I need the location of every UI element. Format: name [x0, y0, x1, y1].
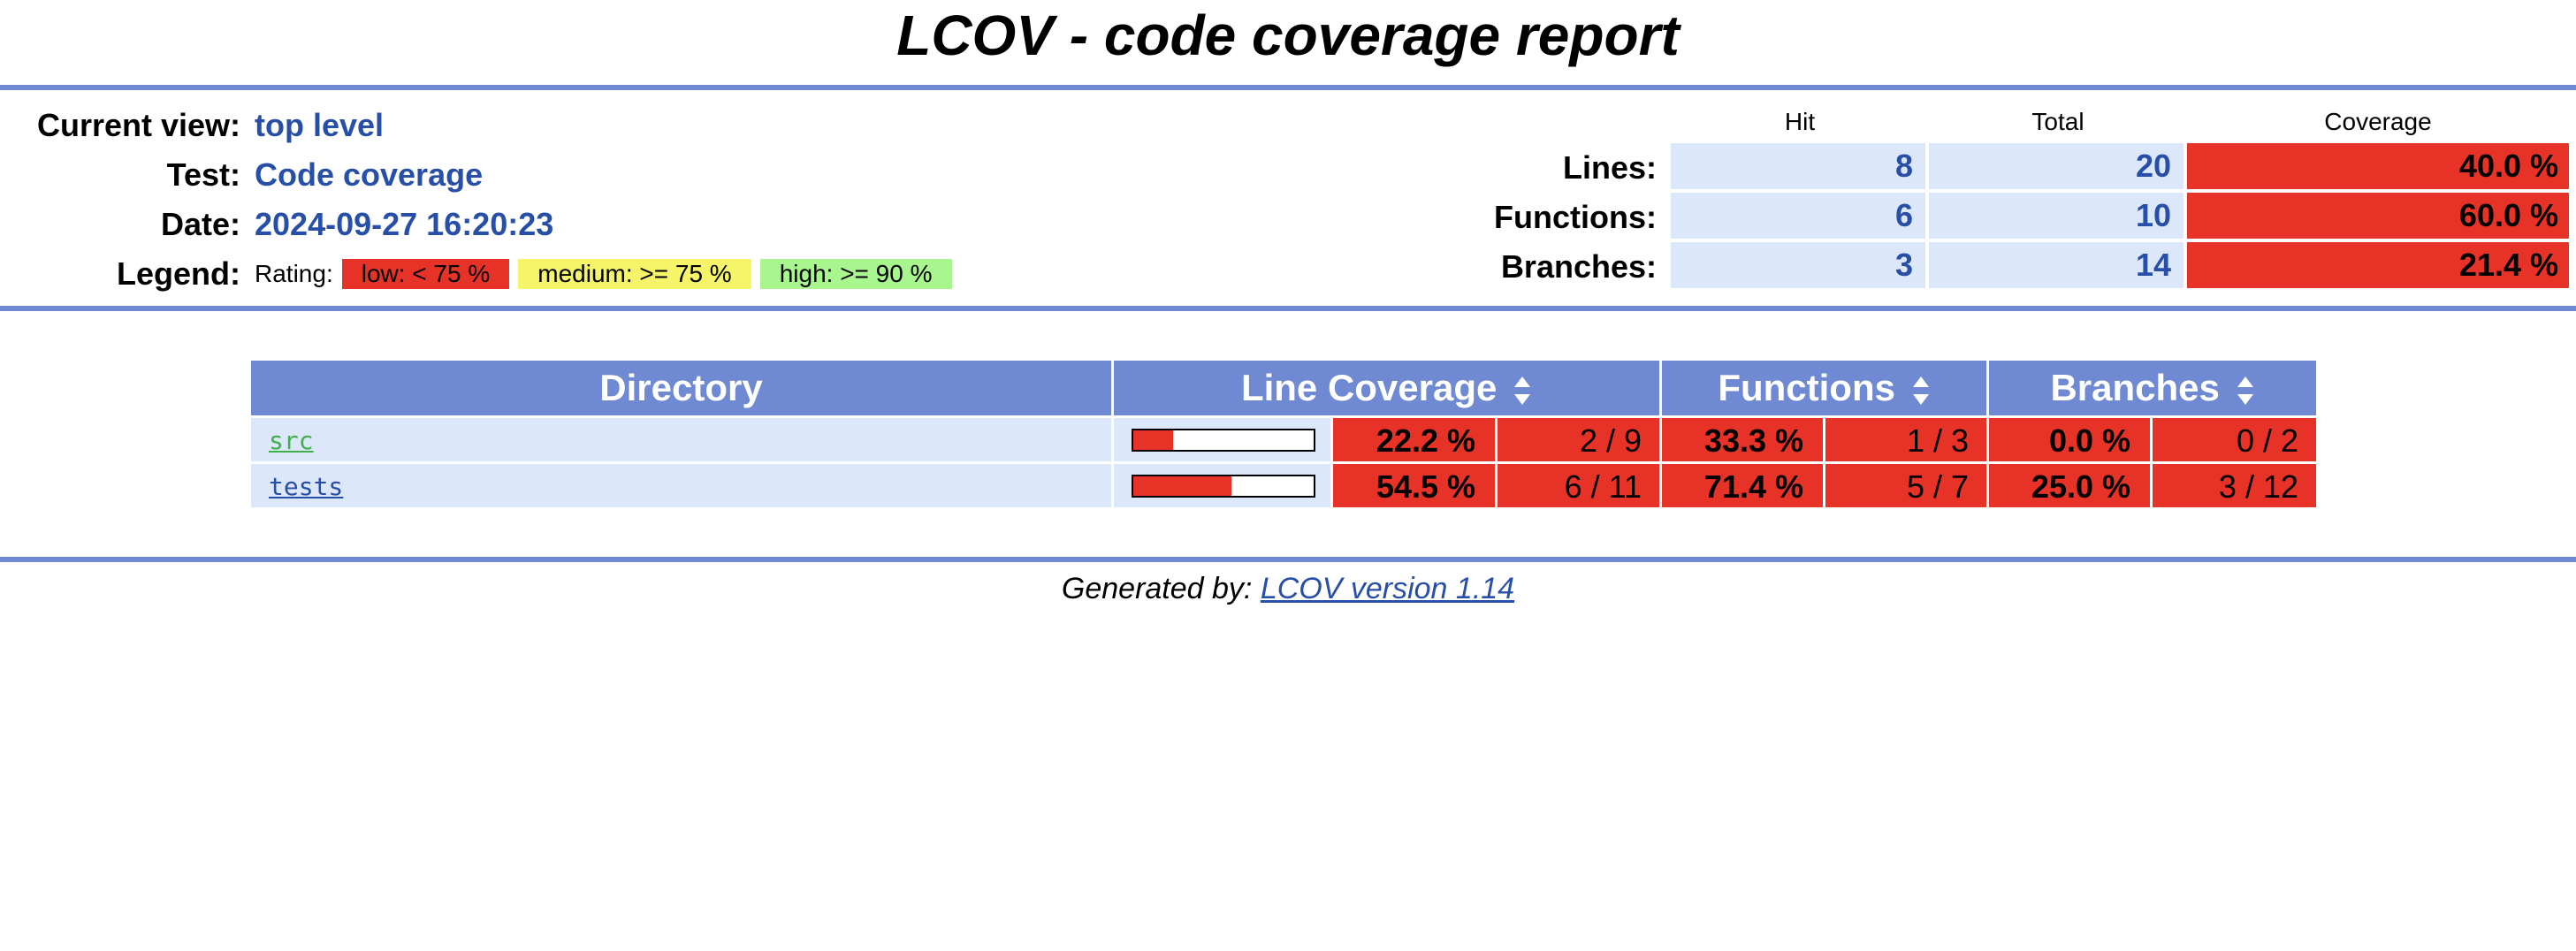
functions-count: 5 / 7: [1825, 461, 1989, 507]
summary-hit: 6: [1671, 193, 1925, 239]
column-header-branches[interactable]: Branches: [1989, 361, 2316, 415]
coverage-bar: [1132, 474, 1315, 498]
summary-header-coverage: Coverage: [2324, 108, 2432, 135]
current-view-value: top level: [255, 107, 385, 143]
info-test: Test: Code coverage: [0, 150, 961, 200]
branches-count: 3 / 12: [2153, 461, 2316, 507]
directory-link-tests[interactable]: tests: [269, 472, 344, 501]
branches-percent: 0.0 %: [1989, 415, 2153, 461]
directory-header-label: Directory: [599, 367, 763, 408]
column-header-directory: Directory: [251, 361, 1114, 415]
sort-icon[interactable]: [2236, 375, 2255, 407]
summary-coverage: 21.4 %: [2187, 242, 2569, 288]
coverage-bar-fill: [1133, 476, 1232, 496]
footer-prefix: Generated by:: [1061, 572, 1253, 605]
directory-cell: tests: [251, 461, 1114, 507]
line-coverage-percent: 22.2 %: [1333, 415, 1498, 461]
legend-high-badge: high: >= 90 %: [759, 259, 952, 289]
coverage-bar-cell: [1114, 415, 1333, 461]
top-divider: [0, 85, 2576, 90]
directory-table: Directory Line Coverage Functions Branch…: [251, 361, 2316, 507]
table-row: src 22.2 % 2 / 9 33.3 % 1 / 3 0.0 % 0 / …: [251, 415, 2316, 461]
test-label: Test:: [166, 156, 240, 193]
summary-label: Functions:: [1494, 199, 1657, 235]
summary-header-hit: Hit: [1784, 108, 1816, 135]
header-section: Current view: top level Test: Code cover…: [0, 90, 2576, 306]
line-coverage-count: 2 / 9: [1498, 415, 1662, 461]
summary-total: 20: [1929, 143, 2184, 189]
summary-header-row: Hit Total Coverage: [1344, 101, 2569, 143]
branches-percent: 25.0 %: [1989, 461, 2153, 507]
coverage-bar-fill: [1133, 430, 1174, 450]
functions-header-label: Functions: [1718, 367, 1895, 408]
summary-header-total: Total: [2031, 108, 2084, 135]
coverage-bar: [1132, 428, 1315, 452]
directory-link-src[interactable]: src: [269, 426, 314, 455]
middle-divider: [0, 306, 2576, 311]
page-title: LCOV - code coverage report: [896, 4, 1680, 67]
summary-label: Lines:: [1562, 149, 1657, 186]
coverage-summary: Hit Total Coverage Lines: 8 20 40.0 % Fu…: [1344, 101, 2569, 292]
info-date: Date: 2024-09-27 16:20:23: [0, 200, 961, 249]
column-header-functions[interactable]: Functions: [1662, 361, 1989, 415]
branches-header-label: Branches: [2050, 367, 2220, 408]
date-value: 2024-09-27 16:20:23: [255, 206, 554, 242]
sort-icon[interactable]: [1911, 375, 1931, 407]
legend-low-badge: low: < 75 %: [341, 259, 510, 289]
table-row: tests 54.5 % 6 / 11 71.4 % 5 / 7 25.0 % …: [251, 461, 2316, 507]
current-view-label: Current view:: [36, 107, 240, 143]
sort-icon[interactable]: [1513, 375, 1532, 407]
info-current-view: Current view: top level: [0, 101, 961, 150]
summary-label: Branches:: [1500, 248, 1657, 285]
coverage-bar-cell: [1114, 461, 1333, 507]
legend-medium-badge: medium: >= 75 %: [518, 259, 751, 289]
summary-coverage: 40.0 %: [2187, 143, 2569, 189]
info-legend: Legend: Rating: low: < 75 % medium: >= 7…: [0, 249, 961, 299]
summary-hit: 8: [1671, 143, 1925, 189]
summary-total: 14: [1929, 242, 2184, 288]
summary-coverage: 60.0 %: [2187, 193, 2569, 239]
summary-hit: 3: [1671, 242, 1925, 288]
branches-count: 0 / 2: [2153, 415, 2316, 461]
line-coverage-header-label: Line Coverage: [1240, 367, 1498, 408]
summary-total: 10: [1929, 193, 2184, 239]
lcov-version-link[interactable]: LCOV version 1.14: [1260, 572, 1515, 605]
footer: Generated by: LCOV version 1.14: [0, 569, 2576, 608]
summary-row-lines: Lines: 8 20 40.0 %: [1344, 143, 2569, 193]
line-coverage-percent: 54.5 %: [1333, 461, 1498, 507]
test-value: Code coverage: [255, 156, 484, 193]
table-header-row: Directory Line Coverage Functions Branch…: [251, 361, 2316, 415]
bottom-divider: [0, 557, 2576, 562]
legend-label: Legend:: [117, 255, 240, 292]
column-header-line-coverage[interactable]: Line Coverage: [1114, 361, 1662, 415]
functions-count: 1 / 3: [1825, 415, 1989, 461]
legend: Rating: low: < 75 % medium: >= 75 % high…: [255, 259, 961, 289]
report-info: Current view: top level Test: Code cover…: [0, 101, 961, 299]
line-coverage-count: 6 / 11: [1498, 461, 1662, 507]
directory-cell: src: [251, 415, 1114, 461]
functions-percent: 71.4 %: [1662, 461, 1825, 507]
date-label: Date:: [160, 206, 240, 242]
legend-rating-label: Rating:: [255, 260, 333, 287]
summary-row-branches: Branches: 3 14 21.4 %: [1344, 242, 2569, 292]
summary-row-functions: Functions: 6 10 60.0 %: [1344, 193, 2569, 242]
functions-percent: 33.3 %: [1662, 415, 1825, 461]
